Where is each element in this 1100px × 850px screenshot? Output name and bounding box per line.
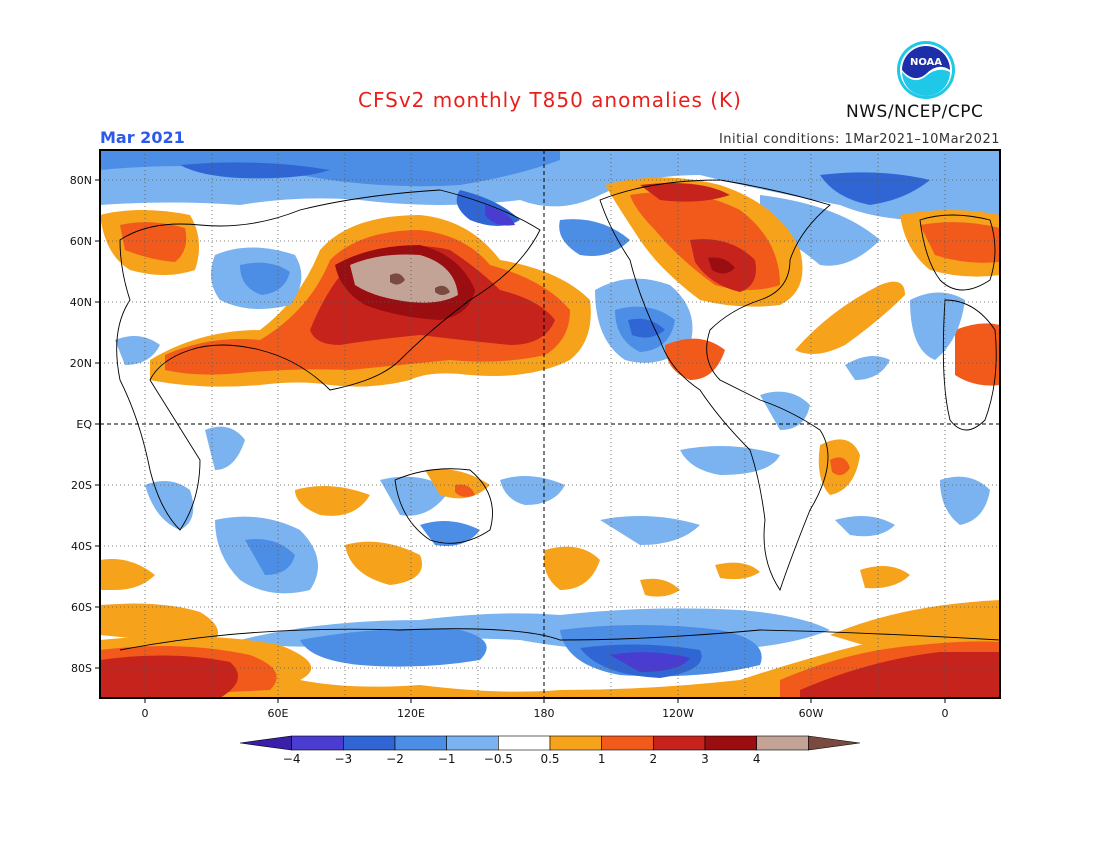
colorbar-label: 0.5 [540,752,560,766]
colorbar-segment [394,735,447,751]
lat-label-20n: 20N [70,357,92,370]
colorbar-segment [704,735,757,751]
lon-label-180: 180 [534,707,555,720]
noaa-logo: NOAA [897,41,955,99]
colorbar-label: 3 [701,752,709,766]
colorbar-label: −0.5 [483,752,513,766]
colorbar [239,735,861,751]
colorbar-label: 2 [649,752,658,766]
colorbar-segment [808,735,861,751]
colorbar-label: −3 [334,752,353,766]
colorbar-label: −4 [282,752,301,766]
map-title: CFSv2 monthly T850 anomalies (K) [358,88,742,112]
colorbar-segment [601,735,654,751]
lat-label-40s: 40S [71,540,92,553]
colorbar-label: 4 [752,752,761,766]
lon-label-0: 0 [142,707,149,720]
agency-label: NWS/NCEP/CPC [846,102,984,122]
colorbar-label: 1 [597,752,606,766]
lat-label-60s: 60S [71,601,92,614]
lat-label-60n: 60N [70,235,92,248]
lon-label-120e: 120E [397,707,425,720]
colorbar-segment [343,735,396,751]
lat-label-40n: 40N [70,296,92,309]
grid-lines [100,150,1000,698]
colorbar-segment [756,735,809,751]
lat-label-eq: EQ [76,418,92,431]
colorbar-segment [446,735,499,751]
colorbar-segment [498,735,551,751]
initial-conditions-label: Initial conditions: 1Mar2021–10Mar2021 [718,132,1000,147]
colorbar-segment [653,735,706,751]
colorbar-segment [549,735,602,751]
colorbar-segment [239,735,292,751]
colorbar-label: −1 [437,752,456,766]
colorbar-segment [291,735,344,751]
lat-label-20s: 20S [71,479,92,492]
valid-month-label: Mar 2021 [100,128,185,147]
lon-label-60e: 60E [268,707,289,720]
anomaly-field [100,150,1000,698]
noaa-logo-text: NOAA [910,57,942,68]
lat-label-80s: 80S [71,662,92,675]
lon-label-120w: 120W [662,707,694,720]
lat-label-80n: 80N [70,174,92,187]
lon-label-0-east: 0 [942,707,949,720]
lon-label-60w: 60W [799,707,824,720]
colorbar-label: −2 [386,752,404,766]
